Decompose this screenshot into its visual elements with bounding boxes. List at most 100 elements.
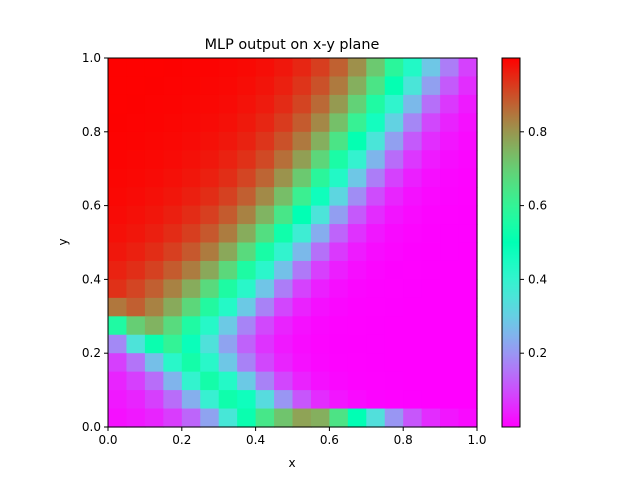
heatmap-cell xyxy=(218,150,238,170)
heatmap-cell xyxy=(144,113,164,133)
heatmap-cell xyxy=(144,205,164,225)
heatmap-cell xyxy=(163,334,183,354)
heatmap-cell xyxy=(200,316,220,336)
heatmap-cell xyxy=(421,297,441,317)
heatmap-cell xyxy=(421,408,441,428)
heatmap-cell xyxy=(366,371,386,391)
heatmap-cell xyxy=(329,94,349,114)
heatmap-cell xyxy=(218,408,238,428)
heatmap-cell xyxy=(255,113,275,133)
heatmap-cell xyxy=(458,260,478,280)
heatmap-cell xyxy=(108,334,128,354)
heatmap-cell xyxy=(366,58,386,78)
heatmap-cell xyxy=(329,390,349,410)
heatmap-cell xyxy=(218,371,238,391)
heatmap-cell xyxy=(329,408,349,428)
heatmap-cell xyxy=(274,205,294,225)
heatmap-cell xyxy=(218,187,238,207)
heatmap-cell xyxy=(237,205,257,225)
heatmap-cell xyxy=(181,113,201,133)
heatmap-cell xyxy=(384,408,404,428)
heatmap-cell xyxy=(218,297,238,317)
heatmap-cell xyxy=(440,371,460,391)
heatmap-cell xyxy=(274,353,294,373)
heatmap-cell xyxy=(144,408,164,428)
heatmap-cell xyxy=(218,168,238,188)
heatmap-cell xyxy=(458,390,478,410)
heatmap-cell xyxy=(144,297,164,317)
heatmap-cell xyxy=(440,58,460,78)
heatmap-cell xyxy=(126,224,146,244)
heatmap-cell xyxy=(126,242,146,262)
heatmap-cell xyxy=(218,76,238,96)
heatmap-cell xyxy=(200,205,220,225)
heatmap-cell xyxy=(255,334,275,354)
heatmap-cell xyxy=(255,131,275,151)
heatmap-cell xyxy=(421,371,441,391)
heatmap-cell xyxy=(274,242,294,262)
heatmap-cell xyxy=(237,150,257,170)
heatmap-cell xyxy=(200,187,220,207)
heatmap-cell xyxy=(440,279,460,299)
heatmap-cell xyxy=(181,58,201,78)
heatmap-cell xyxy=(108,224,128,244)
heatmap-cell xyxy=(366,316,386,336)
heatmap-cell xyxy=(274,260,294,280)
heatmap-cell xyxy=(310,187,330,207)
heatmap-cell xyxy=(329,168,349,188)
heatmap-cell xyxy=(458,58,478,78)
heatmap-cell xyxy=(200,260,220,280)
heatmap-cell xyxy=(237,408,257,428)
heatmap-cell xyxy=(310,224,330,244)
heatmap-cell xyxy=(255,242,275,262)
heatmap-cell xyxy=(292,187,312,207)
heatmap-cell xyxy=(255,260,275,280)
heatmap-cell xyxy=(163,316,183,336)
heatmap-cell xyxy=(329,150,349,170)
heatmap-cell xyxy=(366,187,386,207)
heatmap-cell xyxy=(181,131,201,151)
heatmap-cell xyxy=(108,297,128,317)
heatmap-cell xyxy=(144,168,164,188)
heatmap-cell xyxy=(384,297,404,317)
heatmap-cell xyxy=(237,371,257,391)
x-tick-label: 0.8 xyxy=(394,433,413,447)
heatmap-cell xyxy=(421,94,441,114)
heatmap-cell xyxy=(421,205,441,225)
heatmap-cell xyxy=(255,408,275,428)
heatmap-cell xyxy=(144,94,164,114)
heatmap-cell xyxy=(458,353,478,373)
heatmap-cell xyxy=(347,371,367,391)
heatmap-cell xyxy=(181,224,201,244)
heatmap-cell xyxy=(458,408,478,428)
heatmap-cell xyxy=(163,76,183,96)
heatmap-cell xyxy=(200,113,220,133)
heatmap-cell xyxy=(200,353,220,373)
heatmap-cell xyxy=(347,224,367,244)
heatmap-cell xyxy=(292,205,312,225)
heatmap-cell xyxy=(292,224,312,244)
heatmap-cell xyxy=(274,297,294,317)
heatmap-cell xyxy=(440,205,460,225)
heatmap-cell xyxy=(421,334,441,354)
heatmap-cell xyxy=(347,297,367,317)
colorbar-tick-label: 0.8 xyxy=(528,125,547,139)
heatmap-cell xyxy=(292,94,312,114)
heatmap-cell xyxy=(310,334,330,354)
heatmap-cell xyxy=(310,371,330,391)
heatmap-cell xyxy=(310,58,330,78)
heatmap-cell xyxy=(218,316,238,336)
heatmap-cell xyxy=(366,113,386,133)
y-tick-label: 0.2 xyxy=(82,346,101,360)
heatmap-cell xyxy=(255,224,275,244)
heatmap-cell xyxy=(421,279,441,299)
heatmap-cell xyxy=(292,242,312,262)
heatmap-cell xyxy=(458,316,478,336)
x-tick-label: 0.2 xyxy=(172,433,191,447)
heatmap-cell xyxy=(458,113,478,133)
heatmap-cell xyxy=(292,353,312,373)
heatmap-cell xyxy=(255,168,275,188)
heatmap-cell xyxy=(347,334,367,354)
heatmap-cell xyxy=(366,76,386,96)
heatmap-cell xyxy=(144,76,164,96)
